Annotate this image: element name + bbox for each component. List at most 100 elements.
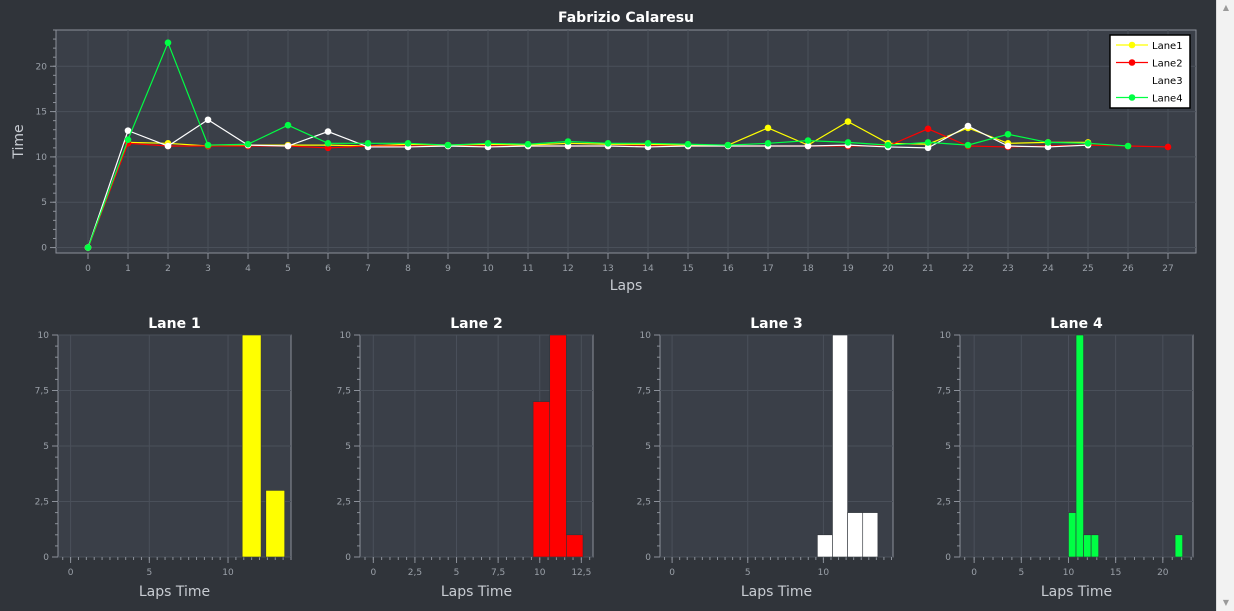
scroll-up-icon[interactable]: ▲	[1222, 3, 1230, 12]
histogram-lane-2-title: Lane 2	[450, 316, 502, 332]
data-point-lane4	[404, 140, 412, 147]
data-point-lane4	[164, 39, 172, 46]
histogram-lane-1-y-tick-label: 10	[38, 331, 50, 341]
line-chart-x-tick-label: 0	[85, 264, 91, 274]
histogram-lane-2-y-tick-label: 10	[340, 331, 352, 341]
histogram-lane-4-y-tick-label: 10	[940, 331, 952, 341]
histogram-lane-1-x-tick-label: 0	[68, 568, 74, 578]
legend-marker-lane3	[1128, 76, 1136, 84]
line-chart-x-tick-label: 18	[802, 264, 814, 274]
data-point-lane4	[924, 139, 932, 146]
line-chart-x-tick-label: 9	[445, 264, 451, 274]
legend-marker-lane2	[1128, 59, 1136, 66]
data-point-lane4	[484, 140, 492, 147]
line-chart-x-tick-label: 26	[1122, 264, 1134, 274]
data-point-lane4	[564, 138, 572, 145]
histogram-lane-2-x-tick-label: 5	[454, 568, 460, 578]
data-point-lane4	[1044, 139, 1052, 146]
histogram-lane-4-bar	[1083, 534, 1092, 558]
legend-marker-lane1	[1128, 41, 1136, 49]
data-point-lane2	[324, 144, 332, 152]
data-point-lane4	[964, 141, 972, 149]
line-chart-x-tick-label: 19	[842, 264, 854, 274]
line-chart-y-tick-label: 20	[36, 62, 48, 72]
histogram-lane-4-x-tick-label: 20	[1157, 568, 1169, 578]
data-point-lane3	[324, 128, 332, 135]
data-point-lane2	[924, 125, 932, 133]
data-point-lane3	[804, 142, 812, 150]
data-point-lane3	[124, 127, 132, 134]
line-chart-x-tick-label: 3	[205, 264, 211, 274]
histogram-lane-4-bar	[1090, 534, 1099, 558]
histogram-lane-1-x-tick-label: 10	[222, 568, 234, 578]
histogram-lane-2-y-tick-label: 0	[345, 553, 351, 563]
histogram-lane-3-bar	[832, 334, 848, 558]
line-chart-y-tick-label: 5	[41, 198, 47, 208]
data-point-lane4	[764, 140, 772, 147]
data-point-lane4	[844, 139, 852, 146]
data-point-lane1	[844, 118, 852, 125]
line-chart-x-tick-label: 4	[245, 264, 251, 274]
histogram-lane-2-x-tick-label: 7,5	[491, 568, 505, 578]
line-chart-x-tick-label: 14	[642, 264, 654, 274]
histogram-lane-1: Lane 1 0 5 10 0 2,5 5 7,5 10 Laps Time	[35, 316, 292, 600]
histogram-lane-4-bar	[1174, 534, 1183, 558]
histogram-lane-1-y-tick-label: 2,5	[35, 498, 49, 508]
line-chart-x-tick-label: 17	[762, 264, 773, 274]
line-chart-x-tick-label: 24	[1042, 264, 1054, 274]
histogram-lane-2-x-tick-label: 10	[534, 568, 546, 578]
line-chart-x-tick-label: 11	[522, 264, 533, 274]
scroll-down-icon[interactable]: ▼	[1222, 598, 1230, 607]
histogram-lane-3-y-tick-label: 5	[645, 442, 651, 452]
histogram-lane-1-bar	[265, 490, 286, 558]
data-point-lane4	[1004, 130, 1012, 138]
histogram-lane-3-title: Lane 3	[750, 316, 802, 332]
data-point-lane3	[284, 142, 292, 150]
histogram-lane-4: Lane 4 0 5 10 15 20 0 2,5 5 7,5 10 Laps Time	[937, 316, 1194, 600]
data-point-lane2	[1164, 143, 1172, 151]
histogram-lane-3-x-tick-label: 0	[669, 568, 675, 578]
histogram-lane-2-y-tick-label: 5	[345, 442, 351, 452]
histogram-lane-3-y-tick-label: 7,5	[637, 387, 651, 397]
histogram-lane-3-y-tick-label: 2,5	[637, 498, 651, 508]
line-chart-x-tick-label: 16	[722, 264, 734, 274]
histogram-lane-3-x-tick-label: 5	[745, 568, 751, 578]
line-chart-x-tick-label: 25	[1082, 264, 1093, 274]
legend-marker-lane4	[1128, 94, 1136, 101]
data-point-lane4	[244, 140, 252, 148]
series-line-lane3	[87, 119, 1089, 248]
legend-label-lane2: Lane2	[1152, 59, 1183, 70]
data-point-lane3	[1044, 143, 1052, 151]
data-point-lane4	[204, 141, 212, 149]
histogram-lane-2: Lane 2 0 2,5 5 7,5 10 12,5 0 2,5 5 7,5 10 Laps Time	[337, 316, 594, 600]
line-chart-x-tick-label: 27	[1162, 264, 1173, 274]
line-chart-x-tick-label: 20	[882, 264, 894, 274]
histogram-lane-1-y-tick-label: 5	[43, 442, 49, 452]
histogram-lane-2-bar	[532, 401, 551, 558]
line-chart-x-tick-label: 8	[405, 264, 411, 274]
data-point-lane4	[324, 140, 332, 147]
histogram-lane-4-x-axis-label: Laps Time	[1041, 584, 1112, 600]
vertical-scrollbar[interactable]: ▲ ▼	[1216, 0, 1234, 611]
line-chart-x-tick-label: 1	[125, 264, 131, 274]
histogram-lane-4-bar	[1068, 512, 1077, 558]
line-chart-x-tick-label: 15	[682, 264, 693, 274]
histogram-lane-2-x-tick-label: 2,5	[408, 568, 422, 578]
histogram-lane-3-bar	[817, 534, 833, 558]
legend-label-lane4: Lane4	[1152, 94, 1183, 105]
histogram-lane-3-x-axis-label: Laps Time	[741, 584, 812, 600]
data-point-lane3	[964, 122, 972, 130]
data-point-lane3	[164, 142, 172, 150]
y-axis-label: Time	[11, 124, 27, 159]
histogram-lane-1-x-axis-label: Laps Time	[139, 584, 210, 600]
data-point-lane4	[804, 137, 812, 144]
data-point-lane4	[1124, 142, 1132, 150]
data-point-lane3	[1004, 142, 1012, 150]
line-chart-y-tick-label: 0	[41, 244, 47, 254]
histogram-lane-3: Lane 3 0 5 10 0 2,5 5 7,5 10 Laps Time	[637, 316, 894, 600]
data-point-lane4	[1084, 140, 1092, 147]
data-point-lane4	[884, 141, 892, 149]
line-chart-x-tick-label: 6	[325, 264, 331, 274]
line-chart-x-tick-label: 13	[602, 264, 613, 274]
